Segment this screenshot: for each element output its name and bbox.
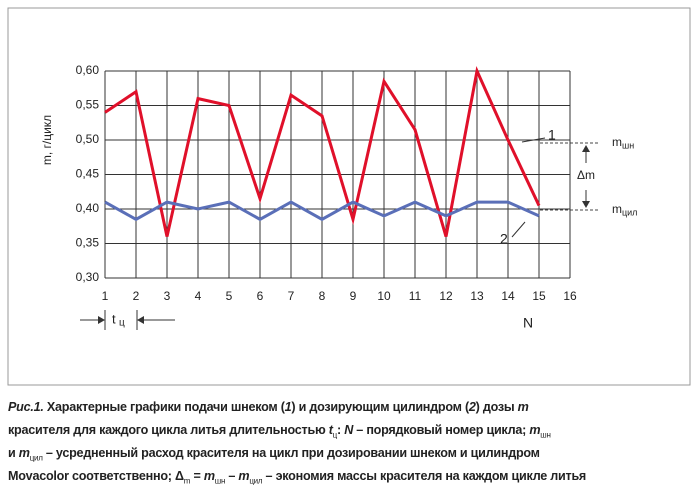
caption-run: Характерные графики подачи шнеком ( — [43, 400, 285, 414]
caption-run: m — [529, 423, 541, 437]
caption-line: Рис.1. Характерные графики подачи шнеком… — [8, 400, 529, 414]
caption-line: Movacolor соответственно; Δm = mшн – mци… — [8, 469, 586, 486]
x-tick-label: 4 — [195, 289, 202, 303]
caption-run: m — [238, 469, 250, 483]
y-tick-label: 0,50 — [76, 132, 100, 146]
caption-run: цил — [249, 476, 263, 486]
caption-line: и mцил – усредненный расход красителя на… — [8, 446, 540, 463]
chart-frame — [7, 7, 691, 386]
x-tick-label: 14 — [501, 289, 515, 303]
x-tick-label: 10 — [377, 289, 391, 303]
x-tick-label: 2 — [133, 289, 140, 303]
x-tick-label: 13 — [470, 289, 484, 303]
m-bot-label: m — [612, 202, 622, 216]
caption-run: и — [8, 446, 19, 460]
y-tick-label: 0,55 — [76, 98, 100, 112]
x-tick-label: 8 — [319, 289, 326, 303]
caption-run: – экономия массы красителя на каждом цик… — [262, 469, 587, 483]
x-tick-label: 12 — [439, 289, 453, 303]
series-line — [104, 66, 541, 238]
caption-run: цил — [29, 453, 43, 463]
x-tick-label: 5 — [226, 289, 233, 303]
caption-run: ) дозы — [475, 400, 518, 414]
caption-run: ) и дозирующим цилиндром ( — [291, 400, 469, 414]
series-label: 1 — [548, 127, 556, 143]
x-axis-label: N — [523, 315, 533, 331]
x-tick-label: 1 — [102, 289, 109, 303]
m-top-label: m — [612, 135, 622, 149]
caption-run: m — [18, 446, 30, 460]
x-tick-label: 7 — [288, 289, 295, 303]
caption-run: – усредненный расход красителя на цикл п… — [42, 446, 540, 460]
arrow-head — [582, 201, 590, 208]
x-tick-label: 9 — [350, 289, 357, 303]
arrow-head — [98, 316, 105, 324]
caption-run: : — [337, 423, 345, 437]
caption-run: N — [344, 423, 354, 437]
caption-run: t — [328, 423, 333, 437]
caption-run: – порядковый номер цикла; — [353, 423, 530, 437]
caption-line: красителя для каждого цикла литья длител… — [8, 423, 551, 440]
y-tick-label: 0,45 — [76, 167, 100, 181]
m-top-sub: шн — [622, 140, 634, 150]
caption-run: шн — [214, 476, 226, 486]
series-label: 2 — [500, 231, 508, 247]
period-label: t — [112, 311, 116, 326]
m-bot-sub: цил — [622, 207, 637, 217]
arrow-head — [582, 145, 590, 152]
y-tick-label: 0,35 — [76, 236, 100, 250]
caption-run: ц — [332, 430, 338, 440]
y-tick-label: 0,40 — [76, 201, 100, 215]
caption-run: 2 — [468, 400, 476, 414]
chart: m, г/цикл m шн Δm m цил 1 2 N t ц 0,30 0,… — [7, 7, 691, 386]
x-tick-label: 6 — [257, 289, 264, 303]
caption-run: Рис.1. — [8, 400, 44, 414]
caption-run: m — [183, 476, 191, 486]
caption-run: шн — [540, 430, 551, 440]
x-tick-label: 3 — [164, 289, 171, 303]
caption-run: 1 — [284, 400, 292, 414]
delta-label: Δm — [577, 168, 595, 182]
x-tick-label: 16 — [563, 289, 577, 303]
period-sub: ц — [119, 318, 125, 329]
caption-run: m — [517, 400, 529, 414]
y-tick-label: 0,60 — [76, 63, 100, 77]
caption-run: красителя для каждого цикла литья длител… — [8, 423, 329, 437]
caption-run: m — [203, 469, 215, 483]
x-tick-label: 15 — [532, 289, 546, 303]
leader-line — [511, 221, 526, 238]
y-tick-label: 0,30 — [76, 270, 100, 284]
arrow-head — [137, 316, 144, 324]
y-axis-label: m, г/цикл — [40, 115, 54, 165]
caption-run: Movacolor соответственно; Δ — [8, 469, 184, 483]
series-line — [104, 200, 540, 222]
x-tick-label: 11 — [409, 289, 422, 303]
caption-run: – — [225, 469, 239, 483]
caption-run: = — [190, 469, 204, 483]
